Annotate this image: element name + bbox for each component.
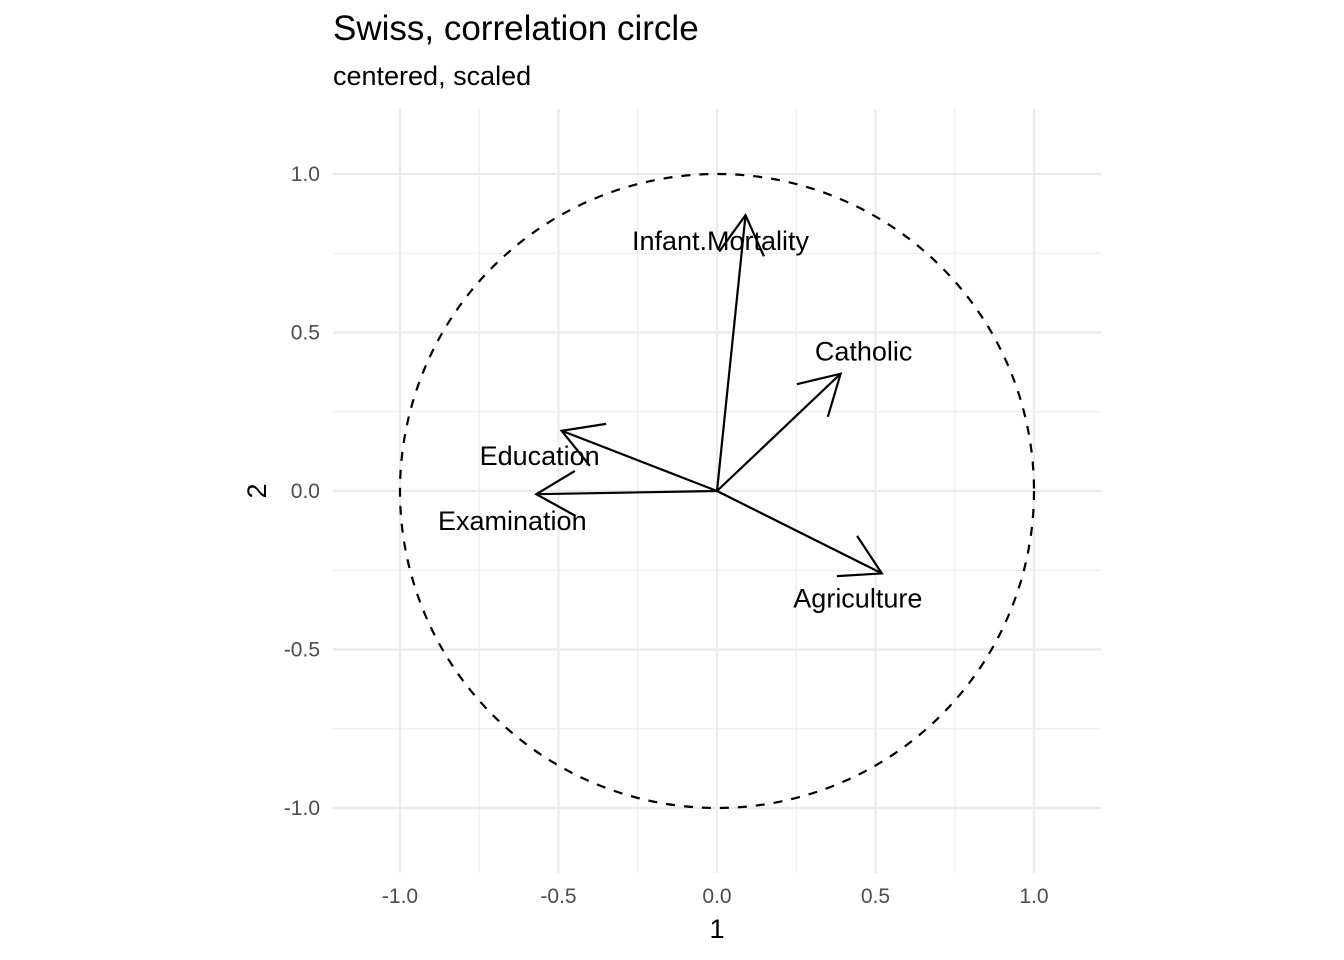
unit-circle <box>398 172 1036 810</box>
chart-subtitle: centered, scaled <box>333 61 531 91</box>
x-tick-label: 0.0 <box>702 885 731 908</box>
label-agriculture: Agriculture <box>793 583 922 613</box>
y-tick-label: 1.0 <box>291 163 320 186</box>
label-education: Education <box>480 441 600 471</box>
arrow-agriculture-shaft <box>716 490 883 575</box>
y-tick-label: -1.0 <box>284 797 320 820</box>
x-axis-title: 1 <box>709 914 724 944</box>
chart-title: Swiss, correlation circle <box>333 9 699 48</box>
y-axis-tick-labels: -1.0 -0.5 0.0 0.5 1.0 <box>284 163 320 820</box>
arrow-infant-mortality-head <box>718 213 765 257</box>
x-tick-label: 0.5 <box>861 885 890 908</box>
arrow-catholic-shaft <box>716 372 842 492</box>
label-infant-mortality: Infant.Mortality <box>632 226 810 256</box>
variable-labels: Agriculture Examination Education Catholic I… <box>438 226 922 613</box>
arrow-agriculture-head <box>836 535 884 578</box>
arrow-examination-head <box>534 470 577 517</box>
arrow-education-shaft <box>561 429 718 493</box>
y-tick-label: -0.5 <box>284 639 320 662</box>
y-tick-label: 0.5 <box>291 322 320 345</box>
x-tick-label: -0.5 <box>540 885 576 908</box>
y-axis-title: 2 <box>242 483 272 498</box>
label-catholic: Catholic <box>815 337 913 367</box>
y-tick-label: 0.0 <box>291 480 320 503</box>
arrow-education-head <box>559 422 607 467</box>
x-axis-tick-labels: -1.0 -0.5 0.0 0.5 1.0 <box>382 885 1049 908</box>
unit-circle-layer <box>398 172 1036 810</box>
arrow-infant-mortality-shaft <box>715 215 747 492</box>
x-tick-label: 1.0 <box>1019 885 1048 908</box>
label-examination: Examination <box>438 506 587 536</box>
variable-arrows <box>534 213 884 578</box>
x-tick-label: -1.0 <box>382 885 418 908</box>
arrow-catholic-head <box>796 372 843 418</box>
arrow-examination-shaft <box>536 489 718 496</box>
